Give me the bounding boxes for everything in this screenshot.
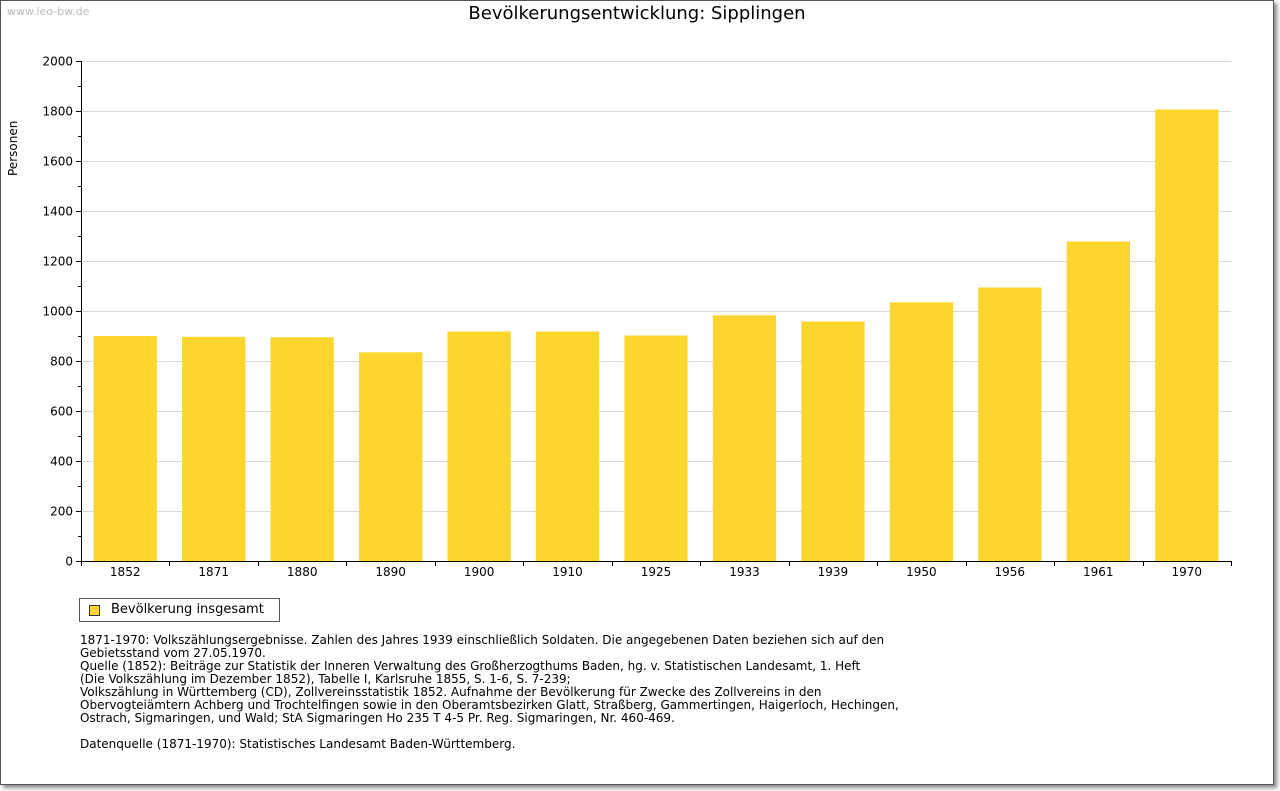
note-line: Gebietsstand vom 27.05.1970. — [80, 646, 266, 660]
x-tick-label: 1970 — [1172, 565, 1203, 579]
x-tick-label: 1852 — [110, 565, 141, 579]
bar — [535, 331, 600, 561]
x-tick-label: 1925 — [641, 565, 672, 579]
y-tick-label: 1400 — [42, 205, 73, 219]
legend-label: Bevölkerung insgesamt — [111, 602, 264, 617]
bar — [801, 321, 865, 561]
x-tick-label: 1939 — [818, 565, 849, 579]
y-tick-label: 1200 — [42, 255, 73, 269]
legend: Bevölkerung insgesamt — [79, 598, 280, 622]
x-tick-label: 1890 — [375, 565, 406, 579]
x-tick-label: 1880 — [287, 565, 318, 579]
bar — [270, 337, 334, 562]
bar — [624, 335, 688, 561]
y-tick-label: 0 — [65, 555, 73, 569]
y-tick-label: 1600 — [42, 155, 73, 169]
watermark: www.leo-bw.de — [7, 5, 90, 18]
bar-chart: 0 200 400 600 800 1000 1200 1400 1600 1800 2000 185… — [42, 55, 1232, 579]
y-tick-label: 1000 — [42, 305, 73, 319]
x-tick-label: 1961 — [1083, 565, 1114, 579]
y-tick-label: 800 — [50, 355, 73, 369]
y-tick-label: 1800 — [42, 105, 73, 119]
note-line: Obervogteiämtern Achberg und Trochtelfin… — [80, 698, 899, 712]
y-tick-label: 400 — [50, 455, 73, 469]
note-line: Volkszählung in Württemberg (CD), Zollve… — [80, 685, 822, 699]
note-line: 1871-1970: Volkszählungsergebnisse. Zahl… — [80, 633, 885, 647]
y-tick-label: 2000 — [42, 55, 73, 69]
bar — [978, 287, 1042, 561]
note-line: Quelle (1852): Beiträge zur Statistik de… — [80, 659, 861, 673]
bar — [93, 336, 157, 561]
bar — [889, 302, 954, 562]
x-tick-label: 1950 — [906, 565, 937, 579]
bar — [1066, 241, 1130, 561]
data-source: Datenquelle (1871-1970): Statistisches L… — [80, 737, 516, 751]
note-line: Ostrach, Sigmaringen, und Wald; StA Sigm… — [80, 711, 675, 725]
legend-swatch — [89, 605, 100, 616]
chart-title: Bevölkerungsentwicklung: Sipplingen — [468, 3, 806, 24]
y-tick-label: 200 — [50, 505, 73, 519]
x-tick-label: 1871 — [198, 565, 229, 579]
bar — [359, 352, 423, 562]
bar — [1155, 109, 1219, 561]
x-tick-label: 1910 — [552, 565, 583, 579]
bar — [712, 315, 777, 562]
y-tick-label: 600 — [50, 405, 73, 419]
bar — [447, 331, 511, 561]
x-tick-label: 1956 — [995, 565, 1026, 579]
x-tick-label: 1900 — [464, 565, 495, 579]
x-tick-label: 1933 — [729, 565, 760, 579]
note-line: (Die Volkszählung im Dezember 1852), Tab… — [80, 672, 571, 686]
source-notes: 1871-1970: Volkszählungsergebnisse. Zahl… — [80, 634, 910, 751]
bar — [182, 336, 246, 562]
